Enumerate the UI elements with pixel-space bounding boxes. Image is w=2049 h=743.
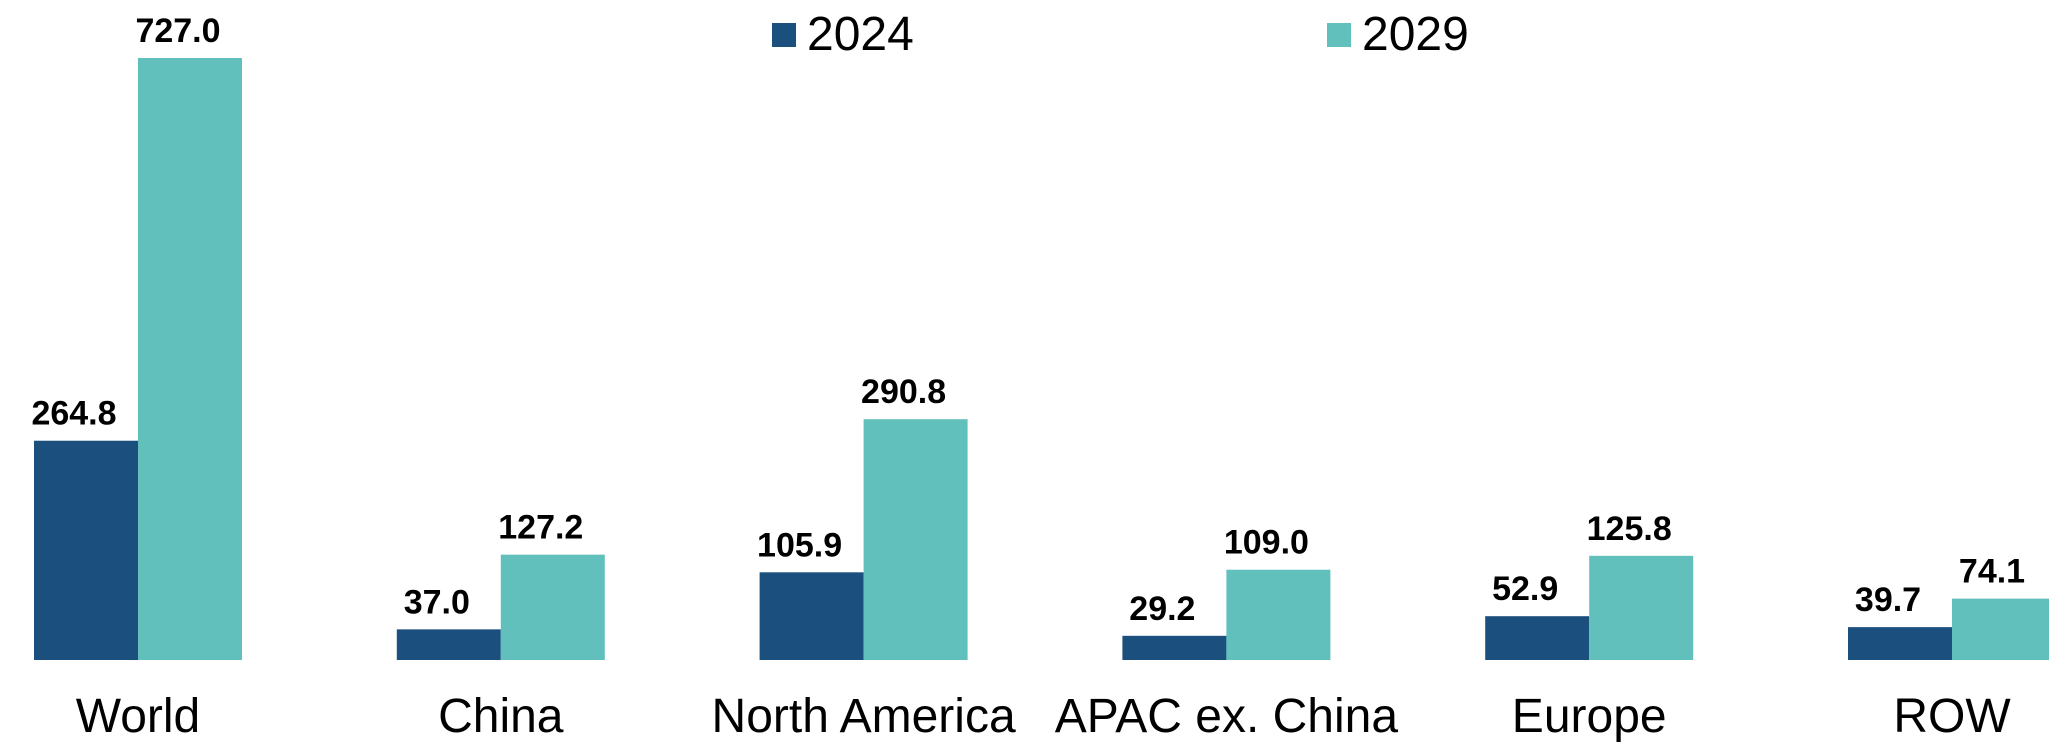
x-tick-label: ROW [1893,690,2011,743]
bar-2024-row [1848,627,1952,660]
data-label: 39.7 [1855,581,1921,619]
bar-2029-north-america [863,419,968,660]
data-label: 105.9 [757,526,842,564]
data-label: 290.8 [861,373,946,411]
chart-bars [34,58,2049,660]
data-label: 127.2 [498,509,583,547]
legend-label-2024: 2024 [807,8,914,61]
legend-label-2029: 2029 [1362,8,1469,61]
legend-swatch-2024 [772,23,796,47]
legend-swatch-2029 [1327,23,1351,47]
chart-legend: 2024 2029 [772,8,1469,61]
bar-2029-china [500,554,605,660]
data-label: 125.8 [1587,510,1672,548]
data-label: 29.2 [1129,590,1195,628]
bar-2024-china [396,629,501,660]
data-label: 37.0 [404,583,470,621]
data-label: 109.0 [1224,524,1309,562]
bar-2024-world [34,440,138,660]
x-tick-label: APAC ex. China [1055,690,1399,743]
x-tick-label: China [438,690,564,743]
x-axis-tick-labels: World China North America APAC ex. China Eur… [76,690,2012,743]
x-tick-label: World [76,690,200,743]
x-tick-label: Europe [1512,690,1667,743]
bar-2024-europe [1485,616,1590,660]
data-label: 52.9 [1492,570,1558,608]
bar-2029-apac-ex-china [1226,569,1331,660]
bar-2029-europe [1589,555,1694,660]
chart-data-labels: 264.8 727.0 37.0 127.2 105.9 290.8 29.2 109.0 52… [31,12,2025,628]
x-tick-label: North America [712,690,1016,743]
bar-2024-apac-ex-china [1122,635,1227,660]
data-label: 264.8 [31,395,116,433]
data-label: 74.1 [1959,553,2025,591]
bar-2029-row [1952,598,2049,660]
bar-2029-world [138,58,242,660]
bar-2024-north-america [759,572,864,660]
data-label: 727.0 [135,12,220,50]
